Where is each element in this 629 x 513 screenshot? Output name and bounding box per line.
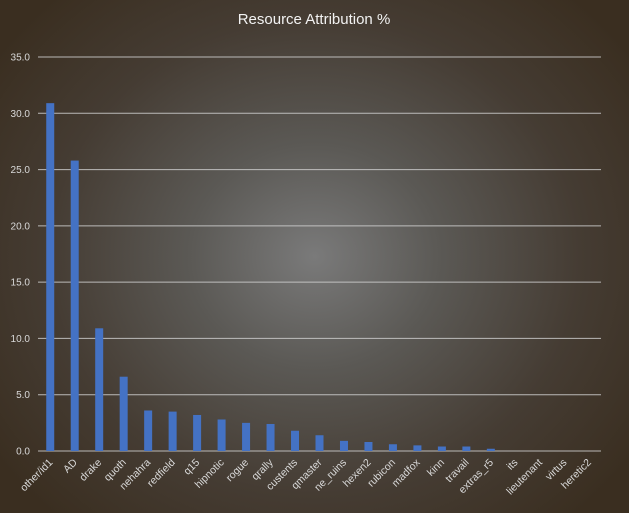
x-category-label: madfox	[390, 456, 423, 489]
bar-qrally	[266, 423, 275, 451]
bar-other-id1	[46, 103, 55, 451]
x-category-label: AD	[61, 456, 80, 475]
bar-madfox	[413, 445, 422, 451]
x-category-label: its	[505, 457, 521, 473]
bar-travail	[462, 446, 471, 451]
bar-hexen2	[364, 441, 373, 451]
y-tick-label: 30.0	[11, 109, 31, 120]
y-tick-label: 15.0	[11, 278, 31, 289]
x-category-label: other/id1	[18, 457, 55, 494]
bar-q15	[193, 414, 202, 451]
x-category-label: rogue	[224, 457, 252, 485]
x-category-label: drake	[77, 457, 104, 484]
y-tick-label: 5.0	[16, 390, 30, 401]
bar-hipnotic	[217, 419, 226, 451]
y-tick-label: 35.0	[11, 53, 31, 64]
bar-kinn	[437, 446, 446, 451]
bar-nehahra	[144, 410, 153, 451]
y-axis-tick-labels: 0.0 5.0 10.0 15.0 20.0 25.0 30.0 35.0	[11, 53, 31, 458]
y-tick-label: 10.0	[11, 334, 31, 345]
bar-rogue	[242, 422, 251, 451]
bar-ne-ruins	[339, 440, 348, 451]
bar-rubicon	[388, 444, 397, 451]
y-tick-label: 20.0	[11, 221, 31, 232]
bar-custents	[291, 430, 300, 451]
bars	[46, 103, 495, 451]
x-category-label: redfield	[145, 457, 178, 490]
bar-extras-r5	[486, 448, 495, 451]
gridlines	[38, 56, 601, 452]
bar-quoth	[119, 376, 128, 451]
bar-qmaster	[315, 435, 324, 451]
y-tick-label: 25.0	[11, 165, 31, 176]
chart-title: Resource Attribution %	[238, 11, 391, 28]
bar-ad	[70, 160, 79, 451]
bar-drake	[95, 328, 104, 451]
y-tick-label: 0.0	[16, 447, 30, 458]
bar-redfield	[168, 411, 177, 451]
